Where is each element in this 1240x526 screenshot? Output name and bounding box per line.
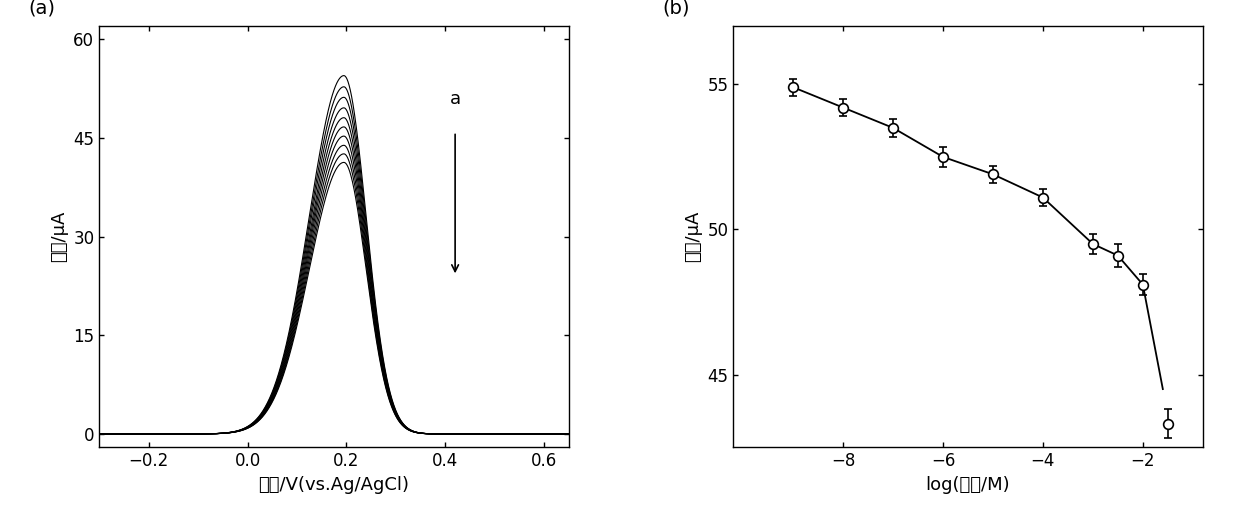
Text: a: a	[450, 90, 461, 108]
Y-axis label: 电流/μA: 电流/μA	[683, 211, 702, 262]
Text: (b): (b)	[662, 0, 691, 18]
X-axis label: log(浓度/M): log(浓度/M)	[926, 476, 1011, 493]
X-axis label: 电位/V(vs.Ag/AgCl): 电位/V(vs.Ag/AgCl)	[258, 476, 409, 493]
Y-axis label: 电流/μA: 电流/μA	[50, 211, 68, 262]
Text: (a): (a)	[29, 0, 56, 18]
